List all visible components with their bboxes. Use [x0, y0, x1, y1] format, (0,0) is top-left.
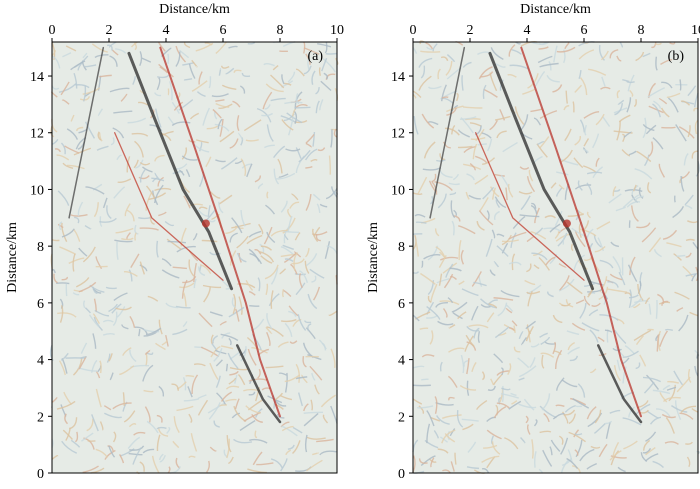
y-tick-label: 8	[398, 240, 405, 255]
fault-spot	[202, 219, 210, 227]
y-tick-label: 14	[30, 70, 44, 85]
x-tick-label: 8	[277, 23, 284, 38]
texture	[56, 283, 69, 284]
y-axis-label: Distance/km	[5, 222, 20, 293]
texture	[656, 300, 657, 319]
texture	[283, 289, 284, 297]
x-tick-label: 4	[163, 23, 170, 38]
texture	[226, 364, 227, 371]
x-tick-label: 0	[410, 23, 417, 38]
x-tick-label: 2	[467, 23, 474, 38]
texture	[607, 329, 608, 342]
panel-label: (a)	[307, 49, 323, 64]
y-tick-label: 10	[30, 183, 44, 198]
texture	[680, 79, 681, 90]
texture	[294, 107, 310, 108]
x-tick-label: 10	[330, 23, 344, 38]
image-panel: 0 2 4 6 8 10 0 2 4 6 8 10 12 14 Distance/km Distance/km…	[366, 2, 700, 482]
x-axis-label: Distance/km	[159, 2, 230, 17]
texture	[88, 440, 96, 441]
x-axis-label: Distance/km	[520, 2, 591, 17]
x-tick-label: 2	[106, 23, 113, 38]
y-tick-label: 12	[391, 127, 405, 142]
texture	[630, 220, 631, 227]
x-tick-label: 0	[49, 23, 56, 38]
texture	[665, 330, 672, 331]
y-tick-label: 0	[398, 467, 405, 482]
panel-label: (b)	[668, 49, 685, 64]
texture	[675, 196, 676, 203]
fault-spot	[563, 219, 571, 227]
texture	[421, 379, 428, 380]
texture	[123, 392, 124, 406]
x-tick-label: 6	[220, 23, 227, 38]
texture	[168, 88, 169, 94]
x-tick-label: 8	[638, 23, 645, 38]
y-tick-label: 8	[37, 240, 44, 255]
y-tick-label: 2	[37, 410, 44, 425]
y-tick-label: 4	[37, 354, 44, 369]
x-tick-label: 6	[581, 23, 588, 38]
y-tick-label: 10	[391, 183, 405, 198]
y-tick-label: 14	[391, 70, 405, 85]
texture	[478, 144, 487, 145]
y-tick-label: 6	[398, 297, 405, 312]
y-tick-label: 4	[398, 354, 405, 369]
texture	[676, 255, 685, 256]
y-tick-label: 2	[398, 410, 405, 425]
y-tick-label: 12	[30, 127, 44, 142]
x-tick-label: 10	[691, 23, 700, 38]
image-panel: 0 2 4 6 8 10 0 2 4 6 8 10 12 14 Distance/km Distance/km…	[5, 2, 344, 482]
texture	[320, 67, 321, 75]
texture	[330, 156, 331, 175]
texture	[573, 102, 574, 113]
texture	[661, 127, 675, 128]
y-tick-label: 6	[37, 297, 44, 312]
y-axis-label: Distance/km	[366, 222, 381, 293]
texture	[442, 97, 448, 98]
x-tick-label: 4	[524, 23, 531, 38]
texture	[267, 192, 268, 198]
y-tick-label: 0	[37, 467, 44, 482]
